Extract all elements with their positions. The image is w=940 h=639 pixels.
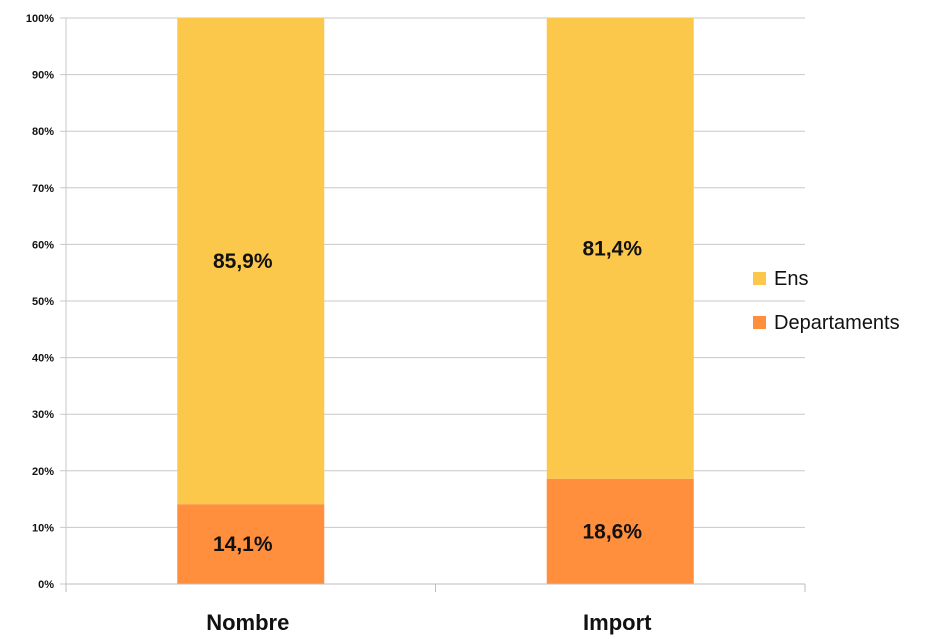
data-label: 18,6%	[582, 520, 642, 543]
y-tick-label: 80%	[32, 126, 54, 138]
data-label: 85,9%	[213, 250, 273, 273]
y-tick-label: 30%	[32, 409, 54, 421]
bar-departaments-nombre	[177, 504, 325, 584]
bar-ens-import	[546, 18, 694, 479]
legend-label: Ens	[774, 268, 808, 290]
legend: Ens Departaments	[753, 268, 900, 334]
y-tick-label: 10%	[32, 522, 54, 534]
legend-swatch	[753, 316, 766, 329]
x-axis: Nombre Import	[65, 583, 806, 635]
category-label: Nombre	[206, 610, 289, 635]
category-label: Import	[583, 610, 652, 635]
y-tick-label: 70%	[32, 183, 54, 195]
bar-ens-nombre	[177, 18, 325, 505]
y-axis-ticks: 0% 10% 20% 30% 40% 50% 60% 70% 80% 90% 100%	[26, 13, 54, 591]
y-tick-label: 20%	[32, 466, 54, 478]
y-tick-label: 0%	[38, 579, 54, 591]
y-tick-label: 50%	[32, 296, 54, 308]
bar-departaments-import	[546, 478, 694, 584]
y-tick-label: 40%	[32, 353, 54, 365]
data-label: 14,1%	[213, 533, 273, 556]
bars: 14,1% 85,9% 18,6% 81,4%	[177, 18, 694, 584]
y-tick-label: 60%	[32, 239, 54, 251]
data-label: 81,4%	[582, 237, 642, 260]
legend-label: Departaments	[774, 312, 900, 334]
y-tick-label: 100%	[26, 13, 54, 25]
y-tick-label: 90%	[32, 70, 54, 82]
legend-swatch	[753, 272, 766, 285]
